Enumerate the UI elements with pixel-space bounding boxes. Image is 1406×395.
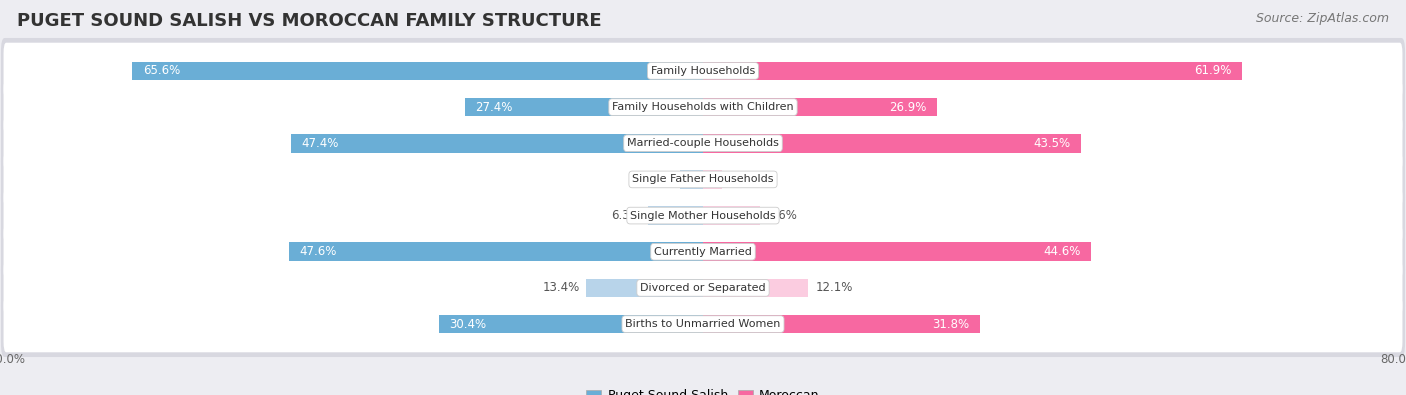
FancyBboxPatch shape (4, 115, 1402, 171)
FancyBboxPatch shape (1, 219, 1405, 285)
FancyBboxPatch shape (1, 182, 1405, 248)
FancyBboxPatch shape (4, 187, 1402, 244)
Bar (439, 315, 703, 333)
Bar (703, 134, 1081, 152)
Bar (586, 278, 703, 297)
Text: 13.4%: 13.4% (543, 281, 579, 294)
Text: Source: ZipAtlas.com: Source: ZipAtlas.com (1256, 12, 1389, 25)
Bar (703, 170, 723, 189)
FancyBboxPatch shape (1, 291, 1405, 357)
Bar (648, 206, 703, 225)
Text: 47.4%: 47.4% (301, 137, 339, 150)
Text: 47.6%: 47.6% (299, 245, 336, 258)
Text: 2.2%: 2.2% (730, 173, 759, 186)
Text: 43.5%: 43.5% (1033, 137, 1071, 150)
Bar (703, 206, 761, 225)
Bar (132, 62, 703, 80)
Bar (464, 98, 703, 117)
FancyBboxPatch shape (1, 147, 1405, 213)
Text: Single Mother Households: Single Mother Households (630, 211, 776, 220)
FancyBboxPatch shape (4, 79, 1402, 135)
Text: Currently Married: Currently Married (654, 247, 752, 257)
Text: Family Households: Family Households (651, 66, 755, 76)
Bar (703, 315, 980, 333)
Bar (288, 243, 703, 261)
FancyBboxPatch shape (4, 224, 1402, 280)
Text: 12.1%: 12.1% (815, 281, 852, 294)
FancyBboxPatch shape (1, 38, 1405, 104)
FancyBboxPatch shape (4, 151, 1402, 208)
Bar (703, 278, 808, 297)
Legend: Puget Sound Salish, Moroccan: Puget Sound Salish, Moroccan (581, 384, 825, 395)
Text: Married-couple Households: Married-couple Households (627, 138, 779, 148)
Bar (703, 98, 936, 117)
Text: Family Households with Children: Family Households with Children (612, 102, 794, 112)
FancyBboxPatch shape (4, 43, 1402, 99)
Bar (679, 170, 703, 189)
Text: 6.6%: 6.6% (768, 209, 797, 222)
Text: 27.4%: 27.4% (475, 101, 512, 114)
FancyBboxPatch shape (1, 74, 1405, 140)
Text: 31.8%: 31.8% (932, 318, 969, 331)
Text: 30.4%: 30.4% (449, 318, 486, 331)
FancyBboxPatch shape (4, 296, 1402, 352)
Bar (703, 62, 1241, 80)
FancyBboxPatch shape (1, 255, 1405, 321)
Text: 44.6%: 44.6% (1043, 245, 1081, 258)
Text: 2.7%: 2.7% (643, 173, 672, 186)
Text: Divorced or Separated: Divorced or Separated (640, 283, 766, 293)
Text: PUGET SOUND SALISH VS MOROCCAN FAMILY STRUCTURE: PUGET SOUND SALISH VS MOROCCAN FAMILY ST… (17, 12, 602, 30)
FancyBboxPatch shape (1, 110, 1405, 176)
Bar (291, 134, 703, 152)
Text: 61.9%: 61.9% (1194, 64, 1232, 77)
FancyBboxPatch shape (4, 260, 1402, 316)
Bar (703, 243, 1091, 261)
Text: Single Father Households: Single Father Households (633, 175, 773, 184)
Text: 6.3%: 6.3% (612, 209, 641, 222)
Text: Births to Unmarried Women: Births to Unmarried Women (626, 319, 780, 329)
Text: 26.9%: 26.9% (889, 101, 927, 114)
Text: 65.6%: 65.6% (143, 64, 180, 77)
